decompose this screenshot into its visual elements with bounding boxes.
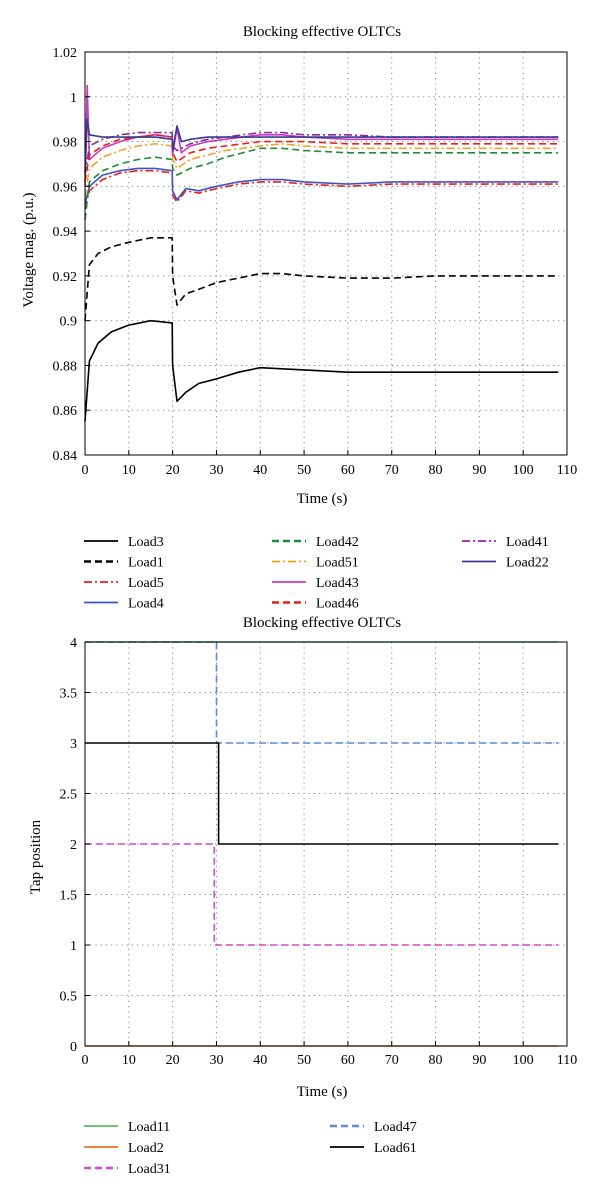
legend-item-load41: Load41: [462, 535, 549, 550]
y-tick-label: 3.5: [60, 687, 78, 702]
x-tick-label: 90: [472, 463, 486, 478]
voltage-chart: Blocking effective OLTCs 0 10 20 30 40 50 60 70…: [21, 24, 577, 612]
y-tick-label: 0.86: [53, 404, 78, 419]
legend-item-load11: Load11: [84, 1120, 170, 1135]
legend-item-load43: Load43: [272, 576, 359, 591]
tap-y-axis-label: Tap position: [28, 819, 44, 894]
x-tick-label: 80: [429, 463, 443, 478]
y-tick-label: 1: [70, 91, 77, 106]
x-tick-label: 0: [82, 463, 89, 478]
x-tick-label: 90: [472, 1053, 486, 1068]
x-tick-label: 60: [341, 1053, 355, 1068]
y-tick-label: 0.92: [53, 270, 78, 285]
y-tick-label: 0.5: [60, 990, 78, 1005]
legend-label: Load43: [316, 576, 359, 591]
voltage-legend: Load3 Load1 Load5 Load4 Load42 Load51 Load43 Lo…: [84, 535, 549, 612]
voltage-plot-frame: [84, 51, 568, 456]
series-line-load3: [84, 319, 559, 422]
x-tick-label: 30: [209, 1053, 223, 1068]
x-tick-label: 40: [253, 1053, 267, 1068]
y-tick-label: 0.96: [53, 180, 78, 195]
legend-label: Load2: [128, 1141, 164, 1156]
x-tick-label: 0: [82, 1053, 89, 1068]
x-tick-label: 70: [385, 1053, 399, 1068]
x-tick-label: 30: [209, 463, 223, 478]
series-line-load51: [84, 143, 559, 198]
series-line-load42: [84, 147, 559, 220]
legend-label: Load47: [374, 1120, 417, 1135]
series-line-load4: [84, 167, 559, 205]
x-tick-label: 10: [122, 463, 136, 478]
x-tick-label: 100: [513, 463, 534, 478]
legend-item-load47: Load47: [330, 1120, 417, 1135]
legend-item-load46: Load46: [272, 597, 359, 612]
tap-chart-title: Blocking effective OLTCs: [243, 615, 401, 631]
legend-label: Load46: [316, 597, 359, 612]
legend-label: Load1: [128, 556, 164, 571]
legend-label: Load51: [316, 556, 359, 571]
series-line-load47: [85, 641, 559, 744]
x-tick-label: 80: [429, 1053, 443, 1068]
x-tick-label: 40: [253, 463, 267, 478]
y-tick-label: 0.84: [53, 449, 78, 464]
x-tick-label: 50: [297, 463, 311, 478]
x-tick-label: 110: [557, 1053, 577, 1068]
tap-chart: Blocking effective OLTCs 0 10 20 30 40 50 60 70…: [28, 615, 577, 1177]
y-tick-label: 1.5: [60, 889, 78, 904]
tap-legend: Load11 Load2 Load31 Load47 Load61: [84, 1120, 417, 1177]
x-tick-label: 110: [557, 463, 577, 478]
legend-label: Load3: [128, 535, 164, 550]
x-tick-label: 50: [297, 1053, 311, 1068]
legend-item-load1: Load1: [84, 556, 164, 571]
y-tick-label: 2.5: [60, 788, 78, 803]
legend-label: Load31: [128, 1162, 171, 1177]
legend-label: Load4: [128, 597, 164, 612]
series-line-load43: [84, 84, 559, 187]
x-tick-label: 20: [166, 1053, 180, 1068]
x-tick-label: 70: [385, 463, 399, 478]
legend-item-load51: Load51: [272, 556, 359, 571]
y-tick-label: 0: [70, 1040, 77, 1055]
y-tick-label: 0.9: [60, 315, 78, 330]
voltage-chart-title: Blocking effective OLTCs: [243, 24, 401, 40]
legend-label: Load42: [316, 535, 359, 550]
voltage-y-axis-label: Voltage mag. (p.u.): [21, 192, 37, 307]
series-line-load31: [85, 843, 559, 946]
tap-x-axis-label: Time (s): [297, 1084, 348, 1100]
series-line-load5: [84, 169, 559, 209]
x-tick-label: 10: [122, 1053, 136, 1068]
legend-label: Load22: [506, 556, 549, 571]
x-tick-label: 100: [513, 1053, 534, 1068]
y-tick-label: 3: [70, 737, 77, 752]
voltage-x-axis-label: Time (s): [297, 491, 348, 507]
legend-item-load31: Load31: [84, 1162, 171, 1177]
y-tick-label: 1: [70, 939, 77, 954]
series-line-load1: [84, 237, 559, 321]
y-tick-label: 0.94: [53, 225, 78, 240]
y-tick-label: 0.88: [53, 359, 78, 374]
y-tick-label: 4: [70, 636, 77, 651]
legend-item-load42: Load42: [272, 535, 359, 550]
legend-item-load5: Load5: [84, 576, 164, 591]
y-tick-label: 1.02: [53, 46, 78, 61]
series-line-load61: [85, 742, 559, 845]
legend-item-load4: Load4: [84, 597, 164, 612]
legend-item-load61: Load61: [330, 1141, 417, 1156]
series-line-load22: [84, 118, 559, 173]
legend-label: Load61: [374, 1141, 417, 1156]
legend-item-load2: Load2: [84, 1141, 164, 1156]
legend-item-load3: Load3: [84, 535, 164, 550]
y-tick-label: 0.98: [53, 136, 78, 151]
legend-item-load22: Load22: [462, 556, 549, 571]
series-line-load46: [84, 134, 559, 183]
legend-label: Load41: [506, 535, 549, 550]
legend-label: Load11: [128, 1120, 170, 1135]
y-tick-label: 2: [70, 838, 77, 853]
legend-label: Load5: [128, 576, 164, 591]
x-tick-label: 20: [166, 463, 180, 478]
x-tick-label: 60: [341, 463, 355, 478]
